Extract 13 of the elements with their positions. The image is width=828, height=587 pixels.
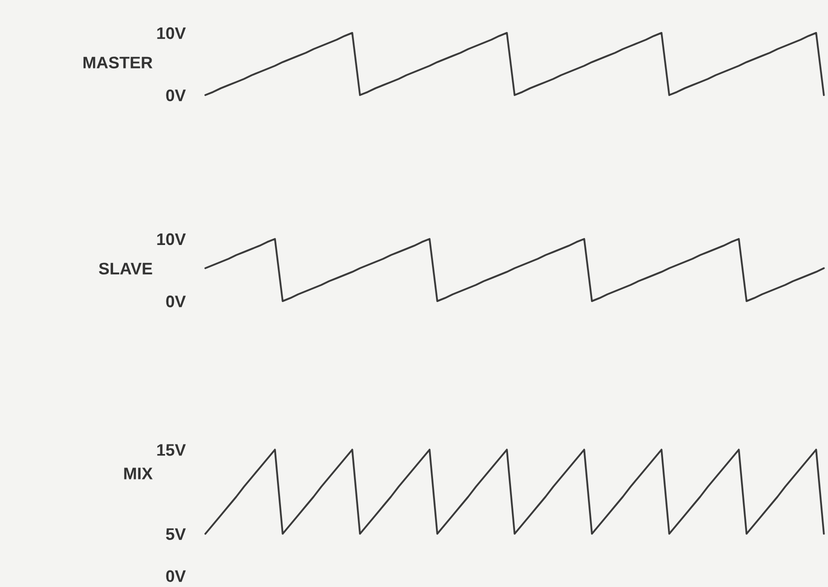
y-tick-label: 10V (157, 27, 186, 40)
y-tick-label: 5V (166, 528, 186, 540)
y-tick-label: 0V (166, 570, 186, 582)
y-tick-label: 10V (157, 233, 186, 246)
y-axis-title: MIX (124, 468, 153, 480)
y-tick-label: 15V (157, 444, 186, 456)
y-axis-title: SLAVE (98, 262, 152, 274)
y-tick-label: 0V (166, 89, 186, 102)
line-series (204, 238, 825, 302)
line-series (204, 32, 825, 96)
line-series (204, 448, 825, 535)
y-tick-label: 0V (166, 296, 186, 308)
y-axis-title: MASTER (84, 56, 152, 68)
